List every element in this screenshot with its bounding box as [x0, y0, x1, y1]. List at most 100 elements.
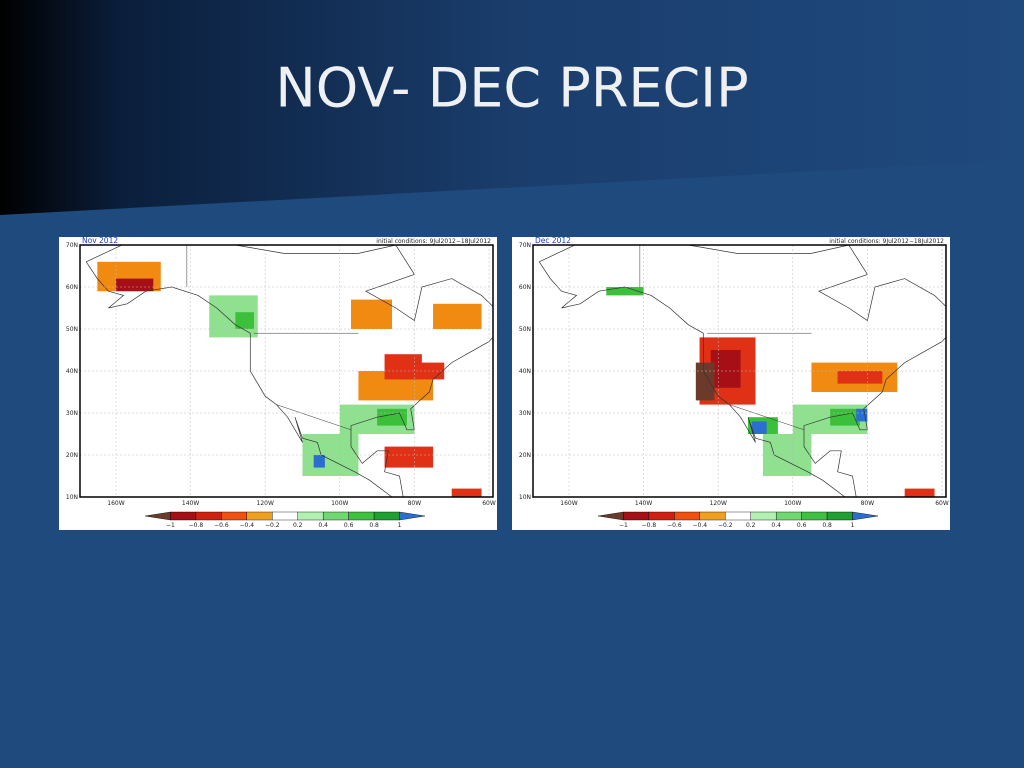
- colorbar-end: [399, 511, 426, 521]
- colorbar-segment: [373, 511, 400, 521]
- colorbar-label: 0.4: [771, 522, 781, 529]
- lat-label: 40N: [519, 368, 531, 375]
- anomaly-area: [837, 371, 883, 384]
- anomaly-area: [606, 287, 644, 296]
- map-panel: Dec 2012 initial conditions: 9Jul2012−18J…: [512, 236, 950, 530]
- plot-area: [533, 245, 946, 497]
- lon-label: 100W: [331, 500, 348, 507]
- coastline: [538, 245, 946, 497]
- lon-label: 120W: [257, 500, 274, 507]
- lat-label: 20N: [519, 452, 531, 459]
- map-title: Nov 2012: [82, 236, 118, 245]
- colorbar-segment: [826, 511, 853, 521]
- anomaly-area: [904, 488, 935, 497]
- colorbar-segment: [246, 511, 273, 521]
- map-subtitle: initial conditions: 9Jul2012−18Jul2012: [829, 238, 944, 245]
- colorbar-label: −0.2: [265, 522, 280, 529]
- colorbar-segment: [648, 511, 675, 521]
- anomaly-area: [433, 303, 482, 329]
- borders: [186, 245, 359, 431]
- lat-label: 20N: [66, 452, 78, 459]
- lat-label: 10N: [66, 494, 78, 501]
- colorbar-label: −1: [619, 522, 628, 529]
- colorbar-segment: [801, 511, 828, 521]
- lon-label: 80W: [861, 500, 875, 507]
- anomaly-area: [710, 350, 741, 388]
- colorbar-segment: [725, 511, 751, 521]
- colorbar-label: −0.8: [189, 522, 204, 529]
- borders: [639, 245, 812, 431]
- anomaly-area: [116, 278, 154, 292]
- lon-label: 80W: [408, 500, 422, 507]
- coastline: [85, 245, 493, 497]
- lat-label: 70N: [66, 242, 78, 249]
- lon-label: 140W: [182, 500, 199, 507]
- lon-label: 120W: [710, 500, 727, 507]
- colorbar-label: 0.6: [797, 522, 807, 529]
- colorbar-label: 0.6: [344, 522, 354, 529]
- colorbar-segment: [775, 511, 802, 521]
- anomaly-area: [384, 446, 434, 468]
- lat-label: 70N: [519, 242, 531, 249]
- colorbar-segment: [322, 511, 349, 521]
- anomaly-area: [313, 455, 325, 468]
- colorbar-label: −0.6: [214, 522, 229, 529]
- maps: Nov 2012 initial conditions: 9Jul2012−18J…: [59, 236, 950, 530]
- plot-frame: [79, 244, 494, 498]
- colorbar-label: −0.8: [642, 522, 657, 529]
- colorbar-segment: [221, 511, 248, 521]
- colorbar-segment: [623, 511, 650, 521]
- colorbar-segment: [195, 511, 222, 521]
- slide-title: NOV- DEC PRECIP: [275, 57, 748, 120]
- map-title: Dec 2012: [535, 236, 571, 245]
- lat-label: 30N: [66, 410, 78, 417]
- anomaly-area: [830, 408, 860, 426]
- lat-label: 60N: [66, 284, 78, 291]
- lat-label: 40N: [66, 368, 78, 375]
- anomaly-area: [762, 434, 812, 476]
- colorbar-label: −0.2: [718, 522, 733, 529]
- colorbar-label: 0.8: [822, 522, 832, 529]
- lat-label: 50N: [66, 326, 78, 333]
- colorbar-label: 0.2: [293, 522, 303, 529]
- colorbar-segment: [674, 511, 701, 521]
- colorbar-label: 0.8: [369, 522, 379, 529]
- colorbar-segment: [699, 511, 726, 521]
- colorbar-label: −1: [166, 522, 175, 529]
- colorbar-segment: [750, 511, 777, 521]
- plot-area: [80, 245, 493, 497]
- map-panel: Nov 2012 initial conditions: 9Jul2012−18J…: [59, 236, 497, 530]
- colorbar-label: −0.4: [693, 522, 708, 529]
- colorbar-segment: [348, 511, 375, 521]
- anomaly-area: [377, 408, 407, 426]
- anomaly-area: [695, 362, 715, 401]
- lat-label: 10N: [519, 494, 531, 501]
- header-band: [0, 0, 1024, 215]
- anomaly-area: [856, 408, 868, 422]
- lat-label: 30N: [519, 410, 531, 417]
- colorbar-label: 1: [851, 522, 855, 529]
- lon-label: 100W: [784, 500, 801, 507]
- colorbar-label: −0.4: [240, 522, 255, 529]
- lon-label: 60W: [935, 500, 949, 507]
- colorbar-segment: [170, 511, 197, 521]
- colorbar-label: −0.6: [667, 522, 682, 529]
- colorbar-segment: [272, 511, 298, 521]
- lat-label: 50N: [519, 326, 531, 333]
- colorbar-segment: [297, 511, 324, 521]
- colorbar-label: 0.2: [746, 522, 756, 529]
- lon-label: 140W: [635, 500, 652, 507]
- lon-label: 160W: [560, 500, 577, 507]
- anomaly-area: [350, 299, 393, 329]
- plot-frame: [532, 244, 947, 498]
- colorbar-end: [852, 511, 879, 521]
- lon-label: 60W: [482, 500, 496, 507]
- anomaly-area: [235, 312, 255, 329]
- anomaly-area: [451, 488, 482, 497]
- lat-label: 60N: [519, 284, 531, 291]
- map-subtitle: initial conditions: 9Jul2012−18Jul2012: [376, 238, 491, 245]
- colorbar-label: 0.4: [318, 522, 328, 529]
- anomaly-area: [751, 421, 767, 434]
